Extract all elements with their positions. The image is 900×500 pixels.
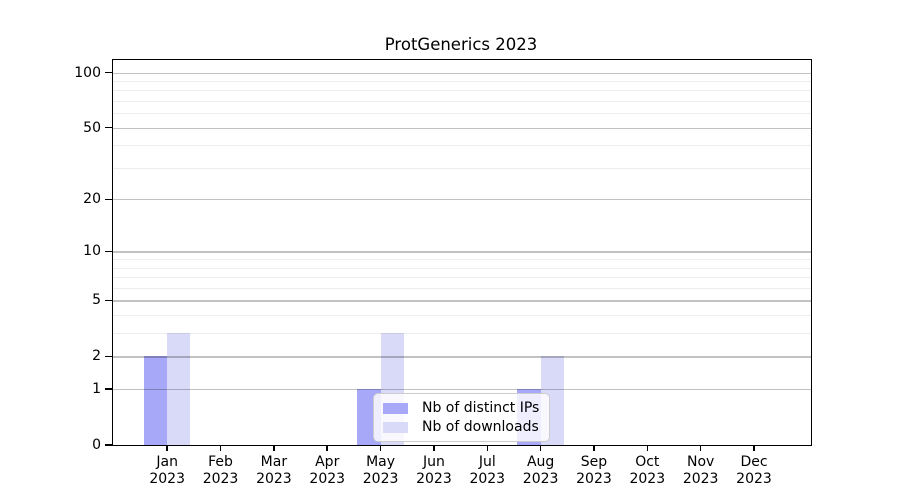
x-tick — [486, 445, 489, 451]
gridline-minor — [113, 287, 811, 289]
x-tick-label: Apr 2023 — [295, 454, 359, 487]
y-axis: 0 1 2 5 10 20 50 100 — [74, 60, 811, 453]
x-tick-month: Sep — [580, 454, 608, 470]
legend: Nb of distinct IPs Nb of downloads — [373, 393, 551, 442]
y-tick-label: 2 — [92, 348, 101, 365]
y-tick — [105, 444, 112, 446]
gridline-minor — [113, 167, 811, 169]
legend-label-downloads: Nb of downloads — [422, 419, 539, 435]
gridline-minor — [113, 333, 811, 335]
x-tick-year: 2023 — [309, 470, 346, 487]
bar-downloads-jan — [167, 333, 191, 445]
x-tick — [219, 445, 222, 451]
gridline-major — [113, 389, 811, 391]
x-tick-month: Nov — [686, 454, 715, 470]
x-tick — [433, 445, 435, 451]
y-tick-label: 10 — [83, 243, 101, 260]
x-tick — [646, 445, 649, 451]
x-tick-year: 2023 — [469, 470, 506, 487]
x-tick-year: 2023 — [202, 470, 239, 487]
y-tick — [105, 198, 112, 201]
grid-layer — [113, 60, 811, 445]
x-tick-year: 2023 — [149, 470, 185, 487]
x-tick — [753, 445, 755, 451]
x-tick-month: Mar — [260, 454, 288, 470]
bar-ips-jan — [143, 356, 168, 445]
x-tick-month: Feb — [208, 454, 233, 470]
y-tick-label: 0 — [92, 437, 101, 453]
x-tick-month: Jan — [156, 454, 178, 470]
x-tick-label: Jun 2023 — [402, 454, 466, 487]
y-tick — [105, 250, 112, 253]
x-tick-year: 2023 — [362, 470, 399, 487]
x-axis: Jan 2023 Feb 2023 Mar 2023 Apr 2023 May 2023 Jun 20… — [113, 60, 811, 487]
x-tick-year: 2023 — [629, 470, 666, 487]
gridline-major — [113, 199, 811, 201]
gridline-minor — [113, 267, 811, 269]
x-tick-year: 2023 — [576, 470, 612, 487]
gridline-minor — [113, 90, 811, 92]
x-tick-label: Nov 2023 — [669, 454, 733, 487]
gridline-minor — [113, 277, 811, 279]
y-tick — [105, 299, 112, 302]
x-tick-month: Jul — [478, 454, 496, 470]
x-tick-year: 2023 — [416, 470, 452, 487]
legend-label-distinct-ips: Nb of distinct IPs — [422, 400, 540, 416]
x-tick-label: Jul 2023 — [455, 454, 519, 487]
x-tick-label: May 2023 — [349, 454, 413, 487]
x-tick-month: Dec — [740, 454, 768, 470]
x-tick-month: Aug — [526, 454, 555, 470]
gridline-major — [113, 356, 811, 358]
distinct-ips-swatch — [383, 402, 408, 414]
gridline-minor — [113, 100, 811, 102]
gridline-minor — [113, 145, 811, 147]
x-tick — [326, 445, 328, 451]
gridline-major — [113, 251, 811, 253]
y-tick-label: 1 — [92, 381, 101, 398]
legend-item-downloads: Nb of downloads — [383, 419, 539, 435]
downloads-swatch — [383, 421, 408, 433]
plot-area: 0 1 2 5 10 20 50 100 Jan 2023 Feb 2023 Mar 2023 Apr 20… — [74, 59, 812, 487]
x-tick-label: Dec 2023 — [722, 454, 786, 487]
x-tick — [166, 445, 168, 451]
x-tick-year: 2023 — [256, 470, 292, 487]
x-tick-month: Apr — [315, 454, 340, 470]
y-tick-label: 50 — [83, 119, 101, 136]
gridline-major — [113, 127, 811, 129]
x-tick — [539, 445, 542, 451]
chart-title: ProtGenerics 2023 — [384, 35, 538, 54]
y-tick — [105, 71, 112, 74]
x-tick-month: Jun — [422, 454, 445, 470]
x-tick — [273, 445, 275, 451]
x-tick-label: Sep 2023 — [562, 454, 626, 487]
x-tick-label: Feb 2023 — [189, 454, 253, 487]
gridline-minor — [113, 315, 811, 317]
x-tick-month: Oct — [635, 454, 660, 470]
x-tick-year: 2023 — [682, 470, 719, 487]
gridline-minor — [113, 259, 811, 261]
y-tick — [105, 388, 112, 390]
y-tick — [105, 355, 112, 358]
legend-item-distinct-ips: Nb of distinct IPs — [383, 400, 539, 416]
y-tick-label: 20 — [83, 191, 101, 208]
gridline-minor — [113, 113, 811, 115]
x-tick-year: 2023 — [736, 470, 772, 487]
x-tick-label: Oct 2023 — [615, 454, 679, 487]
x-tick — [379, 445, 382, 451]
x-tick-month: May — [366, 454, 396, 470]
gridline-minor — [113, 80, 811, 82]
x-tick-label: Aug 2023 — [509, 454, 573, 487]
x-tick-label: Jan 2023 — [135, 454, 199, 487]
gridline-major — [113, 300, 811, 302]
y-tick-label: 100 — [74, 64, 101, 81]
x-tick — [699, 445, 702, 451]
gridline-major — [113, 72, 811, 74]
x-tick-year: 2023 — [522, 470, 559, 487]
y-tick-label: 5 — [92, 292, 101, 309]
y-tick — [105, 126, 112, 129]
x-tick — [593, 445, 595, 451]
x-tick-label: Mar 2023 — [242, 454, 306, 487]
